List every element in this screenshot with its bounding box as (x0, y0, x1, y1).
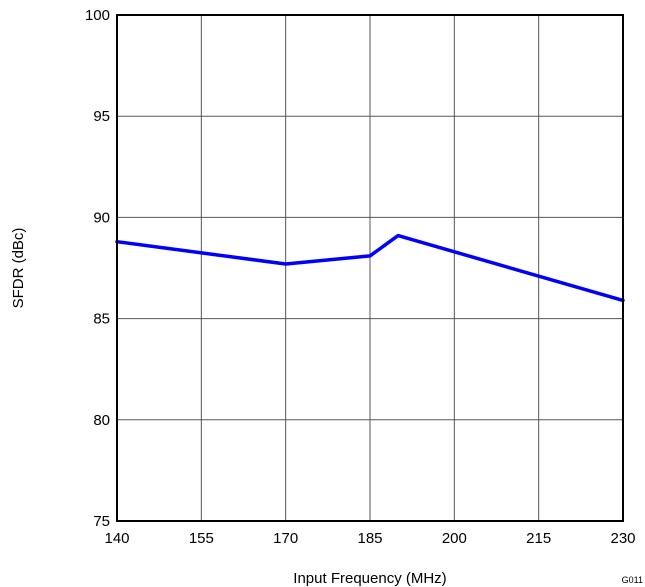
series-group (115, 233, 625, 303)
x-tick-label: 185 (357, 530, 382, 547)
y-tick-labels: 75 80 85 90 95 100 (85, 7, 110, 530)
x-axis-title: Input Frequency (MHz) (293, 570, 446, 587)
x-tick-label: 215 (526, 530, 551, 547)
x-tick-label: 230 (610, 530, 635, 547)
x-tick-label: 170 (273, 530, 298, 547)
y-axis-title: SFDR (dBc) (10, 228, 27, 309)
y-tick-label: 100 (85, 7, 110, 24)
y-tick-label: 80 (93, 412, 110, 429)
y-tick-label: 90 (93, 209, 110, 226)
y-tick-label: 85 (93, 311, 110, 328)
plot-frame (116, 14, 624, 522)
x-tick-label: 155 (189, 530, 214, 547)
grid-lines (117, 15, 623, 521)
x-tick-label: 200 (442, 530, 467, 547)
y-tick-label: 95 (93, 108, 110, 125)
y-tick-label: 75 (93, 513, 110, 530)
figure-code: G011 (622, 575, 643, 585)
x-tick-label: 140 (104, 530, 129, 547)
x-tick-labels: 140 155 170 185 200 215 230 (104, 530, 635, 547)
series-line-0 (115, 233, 625, 303)
